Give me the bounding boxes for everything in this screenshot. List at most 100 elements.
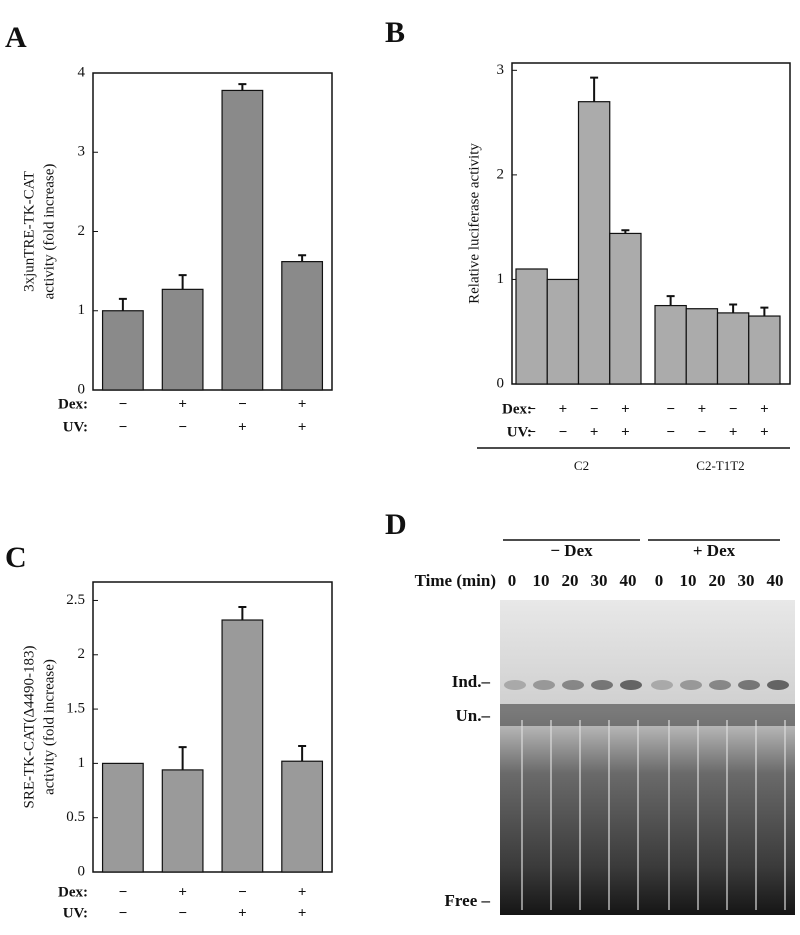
y-tick-label: 2 [497, 166, 505, 182]
bar [161, 769, 204, 873]
error-bar [238, 605, 247, 621]
error-bar [298, 745, 307, 762]
y-tick-label: 4 [78, 64, 86, 80]
condition-sign: − [119, 419, 128, 435]
error-bar [760, 306, 769, 317]
condition-sign: + [698, 401, 707, 417]
condition-sign: + [178, 884, 187, 900]
condition-sign: + [729, 424, 738, 440]
y-axis-label: SRE-TK-CAT(Δ4490-183) [21, 646, 37, 809]
bar [609, 232, 642, 385]
bar [546, 278, 580, 385]
condition-header: + Dex [693, 541, 736, 560]
bar [161, 288, 204, 391]
condition-sign: + [178, 396, 187, 412]
condition-label: UV: [63, 905, 88, 921]
condition-label: Dex: [502, 401, 532, 417]
error-bar [298, 254, 307, 262]
gel-band [562, 680, 584, 690]
condition-sign: + [298, 419, 307, 435]
lane-label: 0 [655, 571, 664, 590]
condition-header: − Dex [550, 541, 593, 560]
panel-label: D [385, 508, 407, 541]
lane-label: 30 [591, 571, 608, 590]
condition-sign: − [698, 424, 707, 440]
condition-sign: + [298, 884, 307, 900]
error-bar [118, 297, 127, 311]
lane-label: 40 [767, 571, 784, 590]
gel-band [620, 680, 642, 690]
panel-label: B [385, 16, 405, 49]
band-label: Un.– [456, 706, 491, 725]
group-label: C2-T1T2 [696, 458, 744, 473]
error-bar [238, 83, 247, 91]
bar [654, 304, 687, 385]
y-axis-label: activity (fold increase) [41, 164, 57, 300]
gel-band [738, 680, 760, 690]
gel-band [504, 680, 526, 690]
bar [716, 312, 750, 385]
y-tick-label: 2.5 [66, 592, 85, 608]
condition-label: Dex: [58, 396, 88, 412]
condition-sign: − [666, 401, 675, 417]
y-tick-label: 0 [78, 381, 86, 397]
gel-band [651, 680, 673, 690]
panel-label: A [5, 21, 27, 54]
lane-label: 20 [709, 571, 726, 590]
bar [515, 268, 548, 385]
condition-sign: + [238, 419, 247, 435]
error-bar [178, 746, 187, 770]
condition-sign: − [666, 424, 675, 440]
y-tick-label: 3 [78, 144, 86, 160]
condition-sign: + [621, 424, 630, 440]
lane-label: 30 [738, 571, 755, 590]
condition-label: Dex: [58, 884, 88, 900]
y-axis-label: 3xjunTRE-TK-CAT [21, 171, 37, 292]
condition-sign: − [178, 905, 187, 921]
condition-sign: + [760, 424, 769, 440]
gel-band [533, 680, 555, 690]
gel-image [500, 600, 795, 915]
condition-sign: − [119, 396, 128, 412]
y-tick-label: 1.5 [66, 701, 85, 717]
error-bar [621, 229, 630, 234]
condition-sign: − [527, 424, 536, 440]
y-tick-label: 3 [497, 62, 505, 78]
condition-sign: + [559, 401, 568, 417]
condition-sign: − [178, 419, 187, 435]
condition-sign: − [527, 401, 536, 417]
y-tick-label: 0 [497, 375, 505, 391]
condition-sign: + [238, 905, 247, 921]
error-bar [178, 274, 187, 290]
error-bar [666, 295, 675, 306]
plot-frame [511, 62, 791, 385]
condition-sign: + [590, 424, 599, 440]
condition-label: UV: [507, 424, 532, 440]
gel-band [591, 680, 613, 690]
y-tick-label: 0 [78, 863, 86, 879]
bar [221, 89, 264, 391]
time-label: Time (min) [415, 571, 496, 590]
lane-label: 20 [562, 571, 579, 590]
error-bar [590, 76, 599, 102]
y-tick-label: 1 [78, 302, 86, 318]
bar [577, 101, 611, 385]
condition-sign: − [238, 884, 247, 900]
condition-sign: − [238, 396, 247, 412]
y-tick-label: 1 [497, 271, 505, 287]
bar [281, 760, 324, 873]
condition-sign: − [119, 884, 128, 900]
bar [101, 310, 144, 391]
condition-sign: − [559, 424, 568, 440]
gel-band [767, 680, 789, 690]
bar [101, 762, 144, 873]
y-tick-label: 0.5 [66, 809, 85, 825]
group-label: C2 [574, 458, 589, 473]
gel-band [500, 704, 795, 726]
lane-label: 40 [620, 571, 637, 590]
condition-sign: + [621, 401, 630, 417]
plot-frame [92, 581, 333, 873]
lane-label: 0 [508, 571, 517, 590]
bar [281, 261, 324, 391]
